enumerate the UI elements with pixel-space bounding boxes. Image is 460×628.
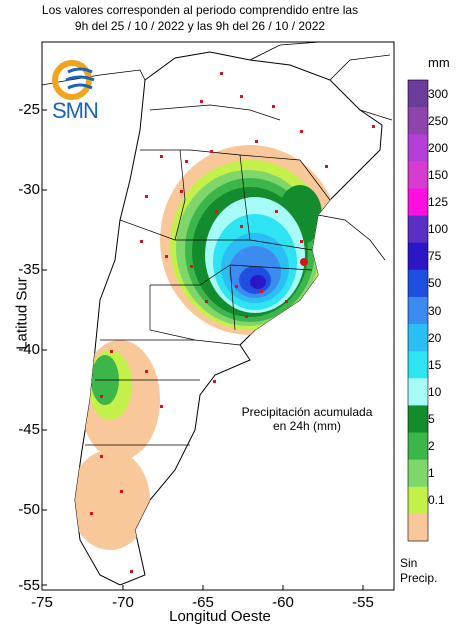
legend-level-label: 0.1 — [428, 493, 445, 508]
xtick-label: -70 — [112, 594, 134, 611]
legend-swatch — [408, 215, 428, 244]
xtick-label: -65 — [192, 594, 214, 611]
legend-level-label: 75 — [428, 249, 442, 264]
legend-swatch — [408, 513, 428, 542]
legend-swatch — [408, 324, 428, 352]
annotation-line-1: Precipitación acumulada — [241, 405, 373, 419]
buenos-aires-marker — [300, 258, 308, 266]
legend-swatch — [408, 459, 428, 488]
map-annotation: Precipitación acumulada en 24h (mm) — [232, 405, 382, 433]
legend-level-label: 10 — [428, 384, 442, 399]
ytick-label: -40 — [18, 341, 40, 358]
xtick-label: -75 — [31, 594, 53, 611]
title-line-2: 9h del 25 / 10 / 2022 y las 9h del 26 / … — [74, 19, 326, 33]
ytick-label: -35 — [18, 261, 40, 278]
legend-swatch — [408, 242, 428, 271]
legend-swatch — [408, 269, 428, 298]
xtick-label: -55 — [352, 594, 374, 611]
legend-swatch — [408, 296, 428, 325]
legend-swatch — [408, 405, 428, 434]
title-line-1: Los valores corresponden al periodo comp… — [41, 3, 359, 17]
legend-swatch — [408, 486, 428, 515]
legend-level-label: 125 — [428, 195, 449, 210]
province-borders — [85, 104, 331, 446]
ytick-label: -50 — [18, 501, 40, 518]
legend-level-label: 20 — [428, 330, 442, 345]
legend-level-label: 30 — [428, 303, 442, 318]
legend-swatch — [408, 161, 428, 189]
legend-level-label: 100 — [428, 222, 449, 237]
logo-text: SMN — [52, 98, 99, 123]
legend-swatch — [408, 378, 428, 406]
legend-level-label: 15 — [428, 357, 442, 372]
annotation-line-2: en 24h (mm) — [272, 419, 342, 433]
legend-swatch — [408, 351, 428, 379]
ytick-label: -45 — [18, 421, 40, 438]
legend-scale — [408, 80, 428, 542]
legend-swatch — [408, 80, 428, 108]
legend-level-label: 2 — [428, 439, 435, 454]
xtick-label: -60 — [272, 594, 294, 611]
legend-level-label: 300 — [428, 86, 449, 101]
legend-swatch — [408, 107, 428, 135]
legend-swatch — [408, 188, 428, 217]
legend-level-label: 50 — [428, 276, 442, 291]
legend-level-label: 200 — [428, 140, 449, 155]
ytick-label: -30 — [18, 181, 40, 198]
legend-level-label: 5 — [428, 411, 435, 426]
x-axis-label: Longitud Oeste — [169, 608, 271, 625]
map-title: Los valores corresponden al periodo comp… — [0, 2, 400, 34]
legend-unit: mm — [428, 55, 450, 70]
ytick-label: -55 — [18, 577, 40, 594]
smn-logo-icon — [52, 60, 95, 100]
legend-swatch — [408, 432, 428, 461]
legend-level-label: 1 — [428, 466, 435, 481]
legend-level-label: 150 — [428, 167, 449, 182]
no-precip-label: Sin Precip. — [400, 556, 438, 585]
legend-level-label: 250 — [428, 113, 449, 128]
ytick-label: -25 — [18, 101, 40, 118]
legend-swatch — [408, 134, 428, 162]
y-axis-label: Latitud Sur — [13, 277, 31, 350]
station-markers — [90, 72, 375, 573]
